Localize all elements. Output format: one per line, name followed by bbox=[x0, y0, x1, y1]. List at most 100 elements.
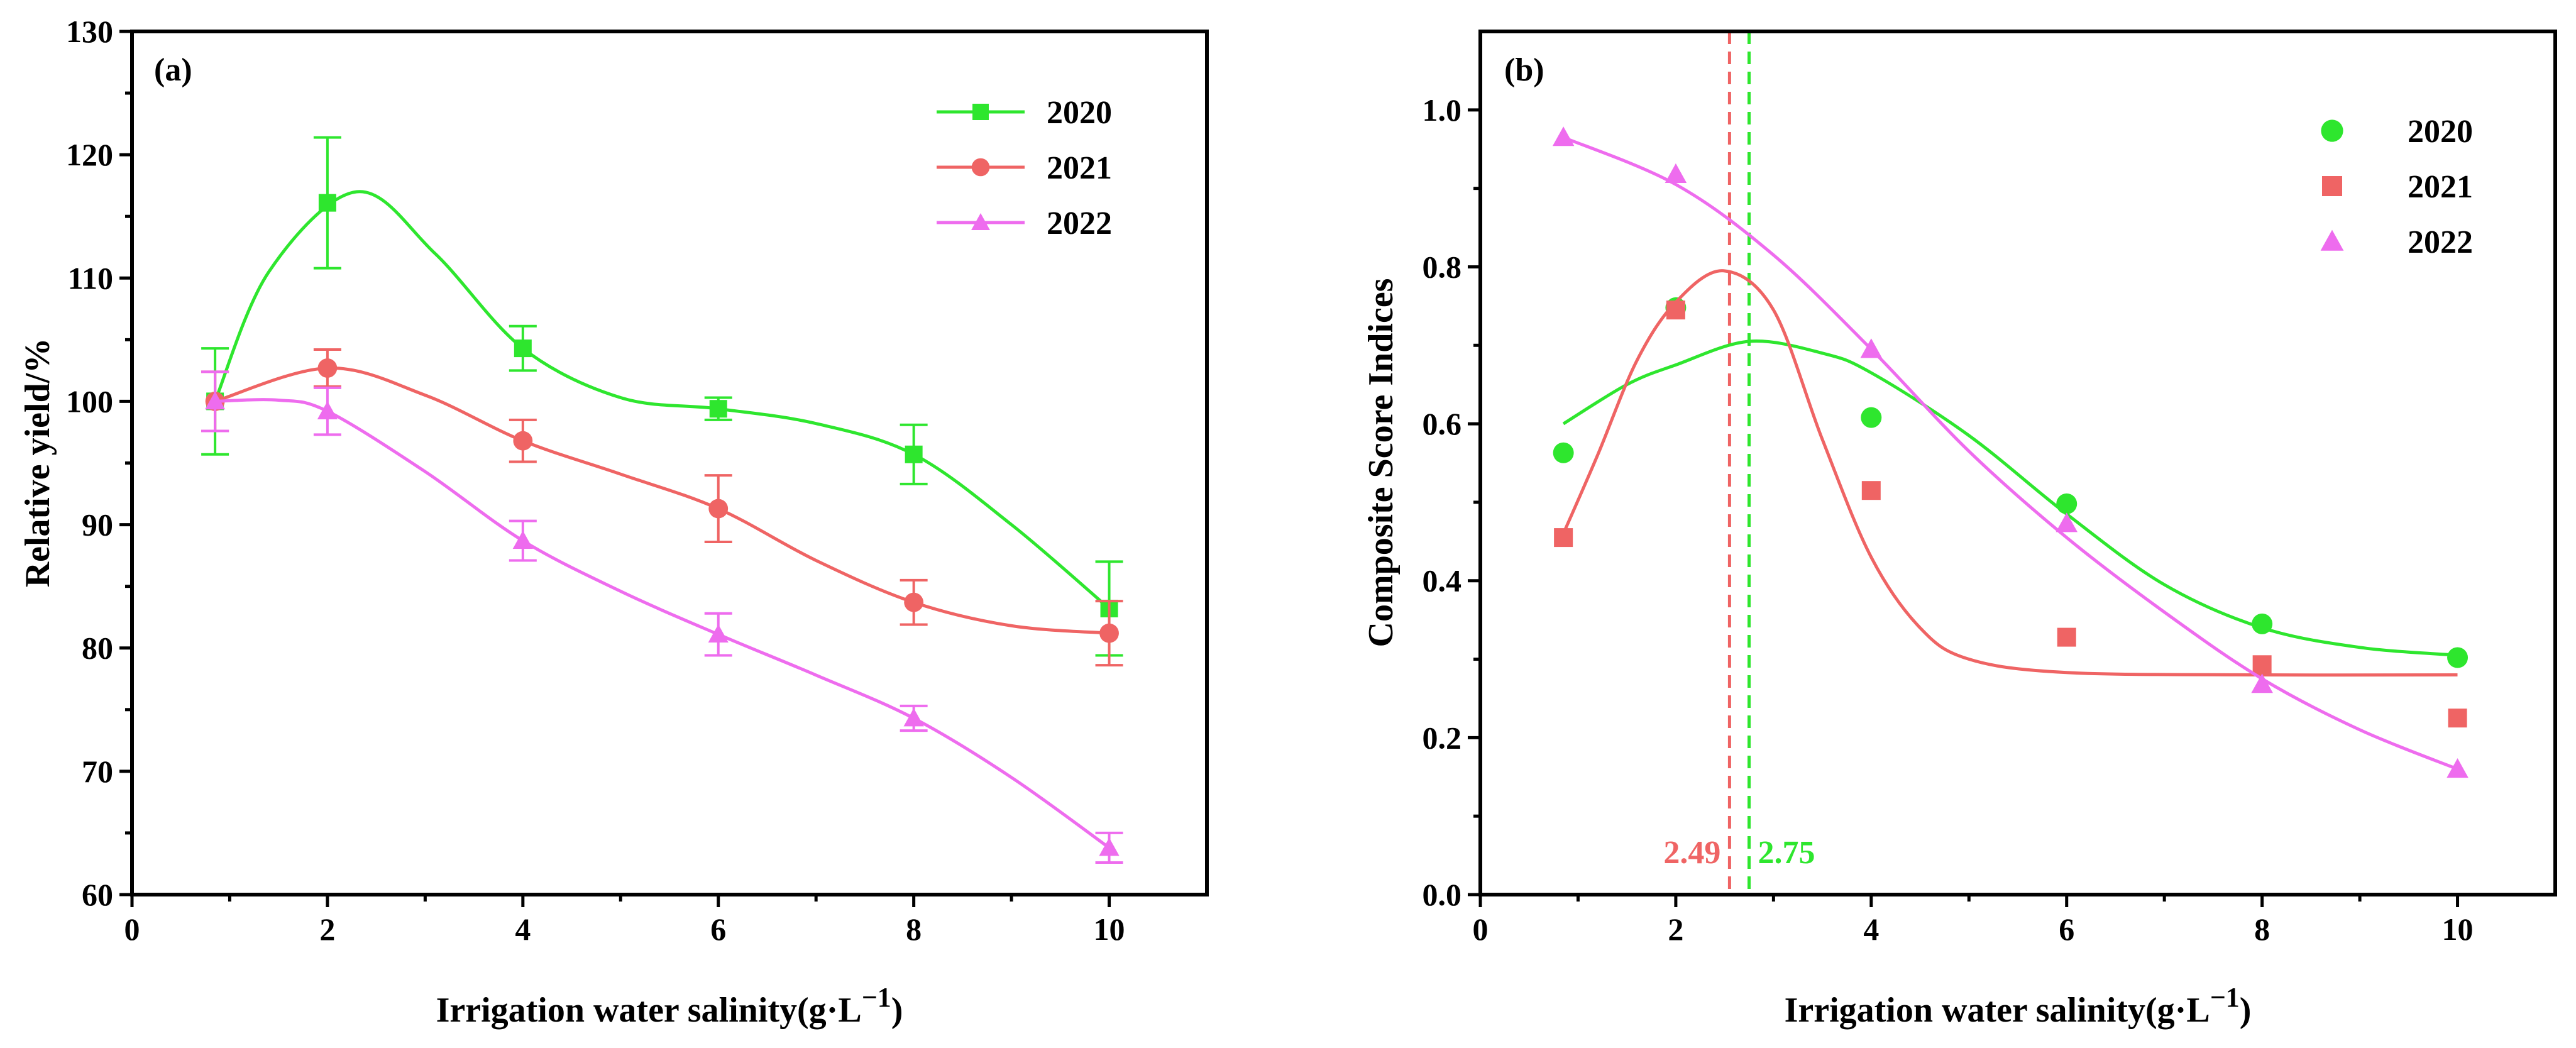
data-point-2022 bbox=[2056, 512, 2078, 532]
panel-a-xlabel: Irrigation water salinity(g·L−1) bbox=[436, 982, 903, 1030]
legend-label-2021: 2021 bbox=[2408, 169, 2473, 205]
data-point-2022 bbox=[317, 401, 338, 419]
legend-marker-2021 bbox=[2322, 176, 2342, 196]
data-point-2022 bbox=[2251, 673, 2273, 693]
data-point-2022 bbox=[1552, 126, 1575, 146]
data-point-2021 bbox=[1554, 528, 1573, 548]
x-tick-label: 8 bbox=[2254, 912, 2270, 947]
panel-a-legend: 2020 2021 2022 bbox=[937, 95, 1112, 241]
data-point-2020 bbox=[1553, 442, 1574, 463]
legend-label-2021: 2021 bbox=[1047, 150, 1112, 186]
panel-b-composite-score: 0 2 4 6 8 10 0.0 0.2 0.4 0.6 0.8 1.0 2.49 2.75 (b) 2… bbox=[1362, 30, 2557, 1030]
panel-b-xlabel: Irrigation water salinity(g·L−1) bbox=[1785, 982, 2252, 1030]
legend-marker-2022 bbox=[2320, 229, 2344, 251]
data-point-2022 bbox=[708, 624, 729, 643]
panel-b-series bbox=[1552, 126, 2469, 778]
panel-b-threshold-lines: 2.49 2.75 bbox=[1663, 31, 1815, 895]
y-tick-label: 70 bbox=[82, 754, 113, 789]
threshold-label-2.49: 2.49 bbox=[1663, 835, 1720, 871]
x-tick-label: 2 bbox=[1668, 912, 1683, 947]
data-point-2020 bbox=[514, 339, 532, 358]
fit-curve-2021 bbox=[1561, 269, 2458, 677]
y-tick-label: 0.6 bbox=[1423, 406, 1462, 441]
x-tick-label: 6 bbox=[710, 912, 726, 947]
data-point-2021 bbox=[708, 499, 729, 519]
legend-label-2022: 2022 bbox=[2408, 224, 2473, 260]
data-point-2021 bbox=[1861, 481, 1881, 500]
legend-marker-2020 bbox=[972, 104, 989, 120]
data-point-2021 bbox=[1099, 623, 1119, 643]
data-point-2020 bbox=[709, 400, 727, 418]
fit-curve-2021 bbox=[214, 366, 1109, 635]
fit-curve-2020 bbox=[1562, 339, 2458, 657]
data-point-2022 bbox=[1099, 837, 1120, 856]
panel-b-label: (b) bbox=[1504, 52, 1544, 88]
data-point-2020 bbox=[318, 194, 336, 212]
panel-b-ylabel: Composite Score Indices bbox=[1362, 279, 1401, 648]
panel-a-label: (a) bbox=[154, 52, 192, 88]
legend-label-2020: 2020 bbox=[1047, 95, 1112, 131]
data-point-2022 bbox=[903, 708, 924, 727]
series-2022 bbox=[201, 370, 1123, 864]
y-tick-label: 0.8 bbox=[1423, 249, 1462, 284]
data-point-2020 bbox=[2056, 493, 2078, 514]
series-2020 bbox=[201, 136, 1123, 657]
y-tick-label: 0.0 bbox=[1423, 877, 1462, 912]
data-point-2021 bbox=[1666, 301, 1685, 320]
x-tick-label: 2 bbox=[319, 912, 335, 947]
y-tick-label: 80 bbox=[82, 631, 113, 666]
y-tick-label: 1.0 bbox=[1423, 92, 1462, 128]
legend-label-2022: 2022 bbox=[1047, 206, 1112, 241]
panel-b-axes: 0 2 4 6 8 10 0.0 0.2 0.4 0.6 0.8 1.0 bbox=[1423, 92, 2474, 947]
panel-a-relative-yield: 0 2 4 6 8 10 60 70 80 90 100 110 120 130 (a) 2020 2021… bbox=[18, 14, 1209, 1030]
panel-b-legend: 2020 2021 2022 bbox=[2320, 114, 2473, 260]
data-point-2022 bbox=[1860, 338, 1883, 358]
x-tick-label: 10 bbox=[1094, 912, 1125, 947]
threshold-label-2.75: 2.75 bbox=[1758, 835, 1815, 871]
panel-a-axes: 0 2 4 6 8 10 60 70 80 90 100 110 120 130 bbox=[66, 14, 1125, 947]
data-point-2020 bbox=[2252, 613, 2273, 634]
data-point-2021 bbox=[2057, 627, 2076, 647]
fit-curve-2022 bbox=[1563, 136, 2458, 771]
fit-curve-2020 bbox=[213, 190, 1111, 610]
legend-marker-2020 bbox=[2321, 119, 2343, 142]
y-tick-label: 0.4 bbox=[1423, 563, 1462, 598]
x-tick-label: 0 bbox=[1473, 912, 1489, 947]
series-2020 bbox=[1553, 297, 2469, 668]
data-point-2021 bbox=[2252, 655, 2272, 675]
data-point-2020 bbox=[905, 445, 923, 463]
data-point-2022 bbox=[512, 530, 533, 549]
panel-a-ylabel: Relative yield/% bbox=[18, 338, 57, 588]
fit-curve-2022 bbox=[215, 398, 1110, 849]
panel-a-frame bbox=[130, 30, 1209, 896]
x-tick-label: 10 bbox=[2442, 912, 2474, 947]
y-tick-label: 100 bbox=[66, 383, 113, 419]
legend-label-2020: 2020 bbox=[2408, 114, 2473, 150]
y-tick-label: 0.2 bbox=[1423, 720, 1462, 755]
data-point-2021 bbox=[2448, 709, 2467, 728]
x-tick-label: 8 bbox=[906, 912, 922, 947]
data-point-2021 bbox=[513, 431, 533, 451]
data-point-2021 bbox=[317, 358, 338, 378]
data-point-2022 bbox=[1665, 163, 1687, 183]
x-tick-label: 0 bbox=[124, 912, 140, 947]
y-tick-label: 120 bbox=[66, 137, 113, 172]
x-tick-label: 4 bbox=[515, 912, 531, 947]
legend-marker-2022 bbox=[971, 213, 990, 230]
y-tick-label: 110 bbox=[68, 260, 113, 295]
series-2021 bbox=[201, 348, 1123, 667]
legend-marker-2021 bbox=[971, 158, 990, 177]
x-tick-label: 6 bbox=[2059, 912, 2074, 947]
data-point-2020 bbox=[2447, 647, 2469, 668]
panel-a-series bbox=[201, 136, 1123, 864]
data-point-2022 bbox=[2447, 758, 2469, 778]
data-point-2021 bbox=[904, 592, 924, 612]
y-tick-label: 130 bbox=[66, 14, 113, 49]
data-point-2022 bbox=[205, 391, 226, 410]
series-2021 bbox=[1554, 269, 2467, 728]
data-point-2020 bbox=[1861, 407, 1882, 428]
x-tick-label: 4 bbox=[1863, 912, 1879, 947]
series-2022 bbox=[1552, 126, 2469, 778]
panel-b-frame bbox=[1478, 30, 2557, 896]
